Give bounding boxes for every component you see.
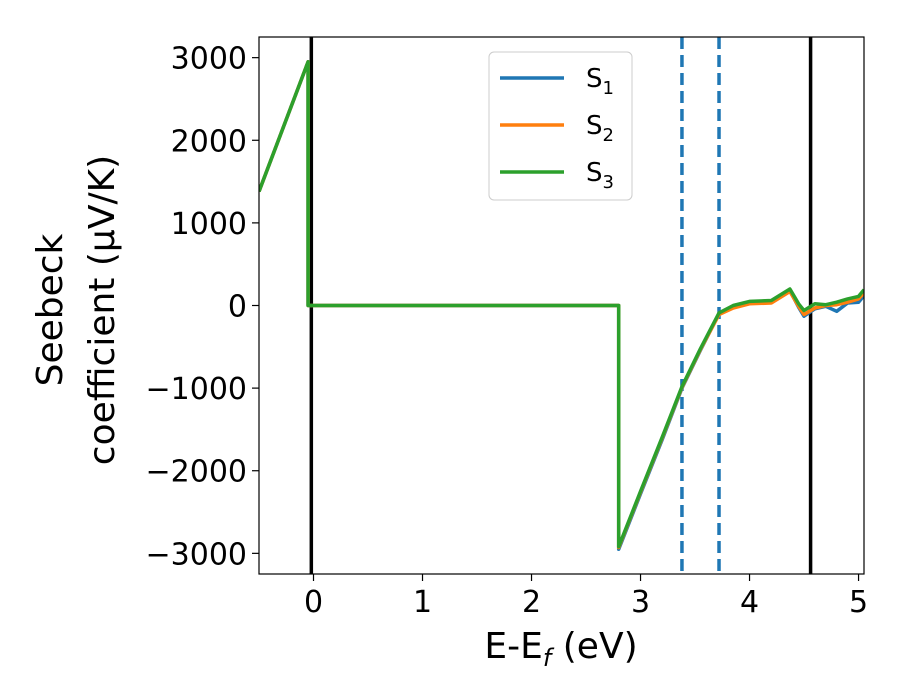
- legend-label-s2: S2: [586, 111, 614, 146]
- x-axis-ticks: 0 1 2 3 4 5: [304, 574, 868, 620]
- y-tick-label: 1000: [171, 207, 247, 242]
- x-tick-label: 4: [740, 585, 759, 620]
- series-lines: [259, 60, 864, 551]
- y-tick-label: −3000: [146, 537, 247, 572]
- y-tick-label: 2000: [171, 124, 247, 159]
- y-tick-label: 0: [228, 290, 247, 325]
- y-axis-label: Seebeck coefficient (μV/K): [30, 155, 123, 465]
- x-tick-label: 5: [849, 585, 868, 620]
- series-line-s3: [259, 60, 864, 549]
- x-axis-label: E-Ef (eV): [484, 626, 637, 672]
- y-tick-label: 3000: [171, 42, 247, 77]
- y-tick-label: −2000: [146, 455, 247, 490]
- legend-label-s3: S3: [586, 158, 614, 193]
- y-tick-label: −1000: [146, 372, 247, 407]
- legend-label-s1: S1: [586, 64, 614, 99]
- x-tick-label: 1: [413, 585, 432, 620]
- x-tick-label: 0: [304, 585, 323, 620]
- legend: S1 S2 S3: [488, 51, 633, 201]
- y-axis-label-line1: Seebeck: [30, 233, 71, 386]
- y-axis-label-line2: coefficient (μV/K): [82, 155, 123, 465]
- x-tick-label: 3: [631, 585, 650, 620]
- y-axis-ticks: 3000 2000 1000 0 −1000 −2000 −3000: [146, 42, 259, 572]
- x-tick-label: 2: [522, 585, 541, 620]
